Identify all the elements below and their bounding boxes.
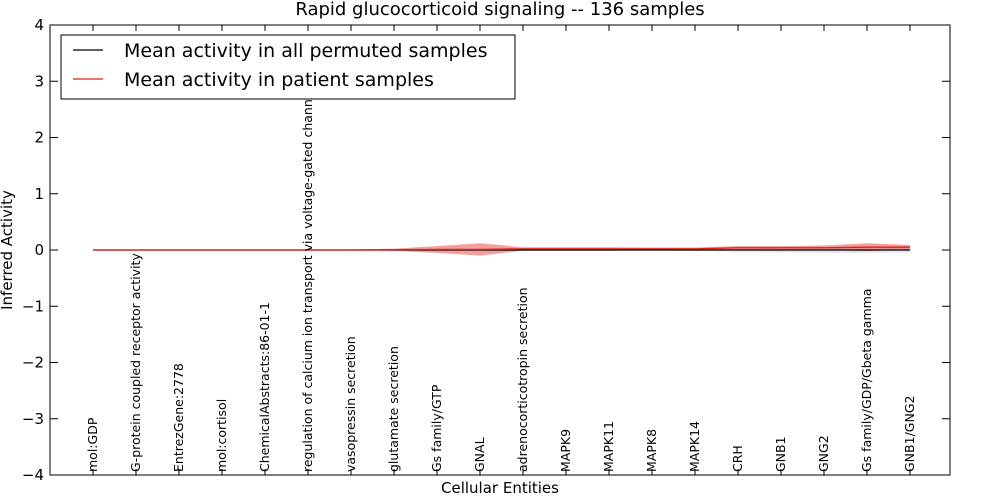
y-tick-label: −1 — [22, 297, 44, 315]
x-category-label: MAPK9 — [558, 429, 573, 472]
y-tick-label: −3 — [22, 410, 44, 428]
x-category-label: MAPK8 — [644, 429, 659, 472]
x-category-label: mol:cortisol — [214, 399, 229, 472]
x-axis-title: Cellular Entities — [441, 479, 559, 497]
y-axis-title: Inferred Activity — [0, 190, 16, 310]
x-category-label: MAPK11 — [601, 421, 616, 472]
x-category-label: mol:GDP — [85, 417, 100, 472]
x-category-label: MAPK14 — [687, 421, 702, 472]
x-category-label: ChemicalAbstracts:86-01-1 — [257, 302, 272, 472]
y-tick-label: −2 — [22, 354, 44, 372]
y-tick-label: 3 — [34, 72, 44, 90]
legend-entry-patient: Mean activity in patient samples — [124, 69, 434, 91]
x-category-label: vasopressin secretion — [343, 336, 358, 472]
x-category-label: regulation of calcium ion transport via … — [300, 88, 315, 472]
y-tick-label: 4 — [34, 16, 44, 34]
x-category-label: GNAL — [472, 437, 487, 472]
x-category-label: GNB1 — [773, 436, 788, 472]
x-category-label: GNB1/GNG2 — [902, 396, 917, 472]
x-category-label: G-protein coupled receptor activity — [128, 253, 143, 472]
x-category-label: CRH — [730, 445, 745, 472]
x-category-label: Gs family/GTP — [429, 384, 444, 472]
legend-box — [60, 34, 516, 100]
x-category-label: EntrezGene:2778 — [171, 363, 186, 472]
y-tick-label: 2 — [34, 129, 44, 147]
legend-entry-permuted: Mean activity in all permuted samples — [124, 40, 487, 62]
x-category-label: adrenocorticotropin secretion — [515, 287, 530, 472]
chart-title: Rapid glucocorticoid signaling -- 136 sa… — [295, 0, 704, 20]
y-tick-label: 1 — [34, 185, 44, 203]
y-axis: −4 −3 −2 −1 0 1 2 3 4 — [22, 16, 950, 484]
legend: Mean activity in all permuted samples Me… — [60, 34, 516, 100]
y-tick-label: 0 — [34, 241, 44, 259]
series-lines-layer — [93, 246, 910, 251]
x-category-label: GNG2 — [816, 435, 831, 472]
x-category-label: glutamate secretion — [386, 346, 401, 472]
y-tick-label: −4 — [22, 466, 44, 484]
x-category-label: Gs family/GDP/Gbeta gamma — [859, 289, 874, 472]
series-1-line — [93, 246, 910, 251]
x-axis: mol:GDP G-protein coupled receptor activi… — [85, 25, 917, 475]
